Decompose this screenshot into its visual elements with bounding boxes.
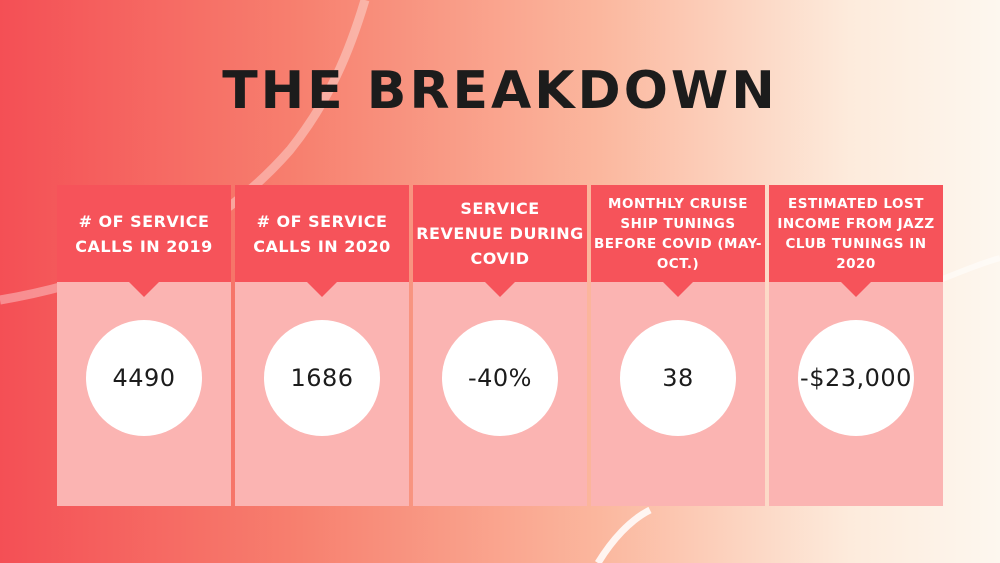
stat-value: 4490 [86, 320, 202, 436]
stat-label: MONTHLY CRUISE SHIP TUNINGS BEFORE COVID… [591, 185, 765, 282]
stat-value: -$23,000 [798, 320, 914, 436]
stat-card-cruise-tunings: MONTHLY CRUISE SHIP TUNINGS BEFORE COVID… [591, 185, 765, 506]
label-pointer [840, 281, 872, 297]
page-title: THE BREAKDOWN [222, 61, 778, 121]
stat-label: ESTIMATED LOST INCOME FROM JAZZ CLUB TUN… [769, 185, 943, 282]
stat-card-2020-calls: # OF SERVICE CALLS IN 2020 1686 [235, 185, 409, 506]
stat-value: 1686 [264, 320, 380, 436]
stat-label: # OF SERVICE CALLS IN 2019 [57, 185, 231, 282]
label-pointer [484, 281, 516, 297]
stat-label: # OF SERVICE CALLS IN 2020 [235, 185, 409, 282]
stat-card-jazz-income: ESTIMATED LOST INCOME FROM JAZZ CLUB TUN… [769, 185, 943, 506]
stat-card-2019-calls: # OF SERVICE CALLS IN 2019 4490 [57, 185, 231, 506]
stat-card-covid-revenue: SERVICE REVENUE DURING COVID -40% [413, 185, 587, 506]
stat-label: SERVICE REVENUE DURING COVID [413, 185, 587, 282]
label-pointer [128, 281, 160, 297]
stat-value: 38 [620, 320, 736, 436]
label-pointer [306, 281, 338, 297]
label-pointer [662, 281, 694, 297]
stat-value: -40% [442, 320, 558, 436]
